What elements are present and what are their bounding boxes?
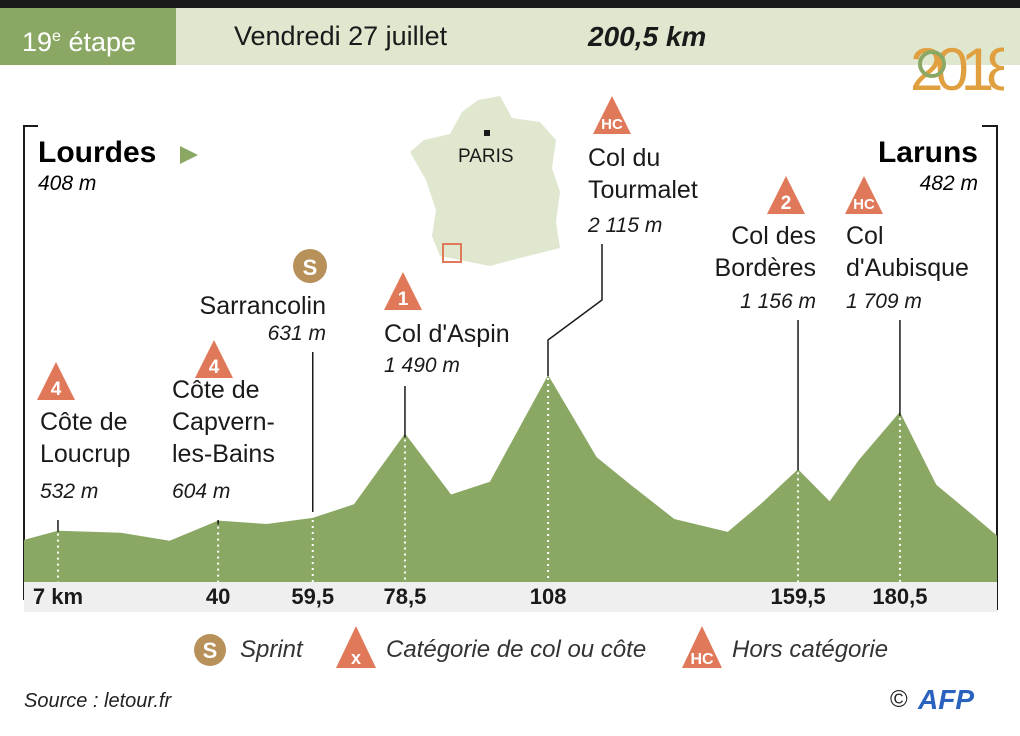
climb-altitude: 532 m <box>40 480 98 503</box>
climb-name: d'Aubisque <box>846 254 969 282</box>
stage-location-box <box>442 243 462 263</box>
climb-category-icon <box>593 96 631 134</box>
sprint-name: Sarrancolin <box>200 292 326 320</box>
km-tick-label: 78,5 <box>384 584 427 609</box>
km-tick-label: 40 <box>206 584 230 609</box>
finish-name: Laruns <box>878 136 978 169</box>
tour-2018-logo: 2018 <box>910 36 1004 98</box>
start-arrow-icon <box>180 146 198 164</box>
climb-4: 2 Col des Bordères 1 156 m <box>715 176 816 582</box>
stage-distance: 200,5 km <box>588 21 707 52</box>
legend-hc-icon: HC <box>682 626 722 668</box>
svg-text:x: x <box>351 648 361 668</box>
svg-text:S: S <box>203 638 218 663</box>
paris-label: PARIS <box>458 146 514 167</box>
frame-left <box>23 125 38 600</box>
climb-name: Côte de <box>40 408 128 436</box>
climb-altitude: 1 709 m <box>846 290 922 313</box>
climb-category-icon <box>37 362 75 400</box>
climb-0: 4 Côte de Loucrup 532 m <box>37 362 130 582</box>
climb-altitude: 2 115 m <box>587 214 662 237</box>
climb-category-label: 1 <box>398 289 409 310</box>
km-tick-label: 159,5 <box>771 584 826 609</box>
sprint-symbol: S <box>303 255 318 280</box>
copyright-symbol: © <box>890 686 908 713</box>
climb-name: les-Bains <box>172 440 275 468</box>
climb-3: HC Col du Tourmalet 2 115 m <box>547 96 698 582</box>
legend-sprint-icon: S <box>194 634 226 666</box>
climb-category-icon <box>195 340 233 378</box>
svg-text:HC: HC <box>690 651 714 668</box>
climb-2: 1 Col d'Aspin 1 490 m <box>384 272 510 582</box>
paris-marker <box>484 130 490 136</box>
km-tick-label: 180,5 <box>872 584 927 609</box>
start-altitude: 408 m <box>38 172 96 195</box>
km-tick-label: 108 <box>530 584 567 609</box>
climb-category-label: HC <box>601 116 623 133</box>
km-tick-label: 7 km <box>33 584 83 609</box>
climb-name: Col des <box>731 222 816 250</box>
climb-category-label: HC <box>853 196 875 213</box>
climb-name: Col du <box>588 144 660 172</box>
climb-name: Côte de <box>172 376 260 404</box>
climb-5: HC Col d'Aubisque 1 709 m <box>845 176 969 582</box>
climb-altitude: 1 490 m <box>384 354 460 377</box>
legend-hc: Hors catégorie <box>732 636 889 663</box>
climb-category-label: 4 <box>51 379 62 400</box>
climb-name: Loucrup <box>40 440 130 468</box>
stage-label: 19e étape <box>0 8 176 65</box>
km-tick-label: 59,5 <box>291 584 334 609</box>
top-border <box>0 0 1020 8</box>
sprint-altitude: 631 m <box>268 322 326 345</box>
legend-sprint: Sprint <box>240 636 303 663</box>
afp-logo: AFP <box>918 684 974 715</box>
profile-area <box>24 375 997 582</box>
climb-name: Tourmalet <box>588 176 698 204</box>
climb-name: Bordères <box>715 254 816 282</box>
stage-date: Vendredi 27 juillet <box>234 21 448 51</box>
climb-category-icon <box>845 176 883 214</box>
frame-right <box>982 125 998 610</box>
climb-name: Capvern- <box>172 408 275 436</box>
climb-category-label: 2 <box>781 193 792 214</box>
climb-category-icon <box>767 176 805 214</box>
climb-name: Col <box>846 222 884 250</box>
legend-category-icon: x <box>336 626 376 668</box>
climb-category-label: 4 <box>209 357 220 378</box>
finish-altitude: 482 m <box>920 172 978 195</box>
source-credit: Source : letour.fr <box>24 690 172 712</box>
start-name: Lourdes <box>38 136 156 169</box>
km-strip <box>24 582 997 612</box>
climb-name: Col d'Aspin <box>384 320 510 348</box>
stage-word: étape <box>68 27 137 57</box>
climb-leader <box>547 244 603 376</box>
climb-category-icon <box>384 272 422 310</box>
france-map: PARIS <box>410 96 560 266</box>
logo-text: 2018 <box>910 36 1004 98</box>
climb-altitude: 604 m <box>172 480 230 503</box>
legend-category: Catégorie de col ou côte <box>386 636 647 663</box>
climb-altitude: 1 156 m <box>740 290 816 313</box>
stage-sup: e <box>52 28 61 45</box>
sprint-icon <box>293 249 327 283</box>
stage-number: 19 <box>22 27 53 57</box>
